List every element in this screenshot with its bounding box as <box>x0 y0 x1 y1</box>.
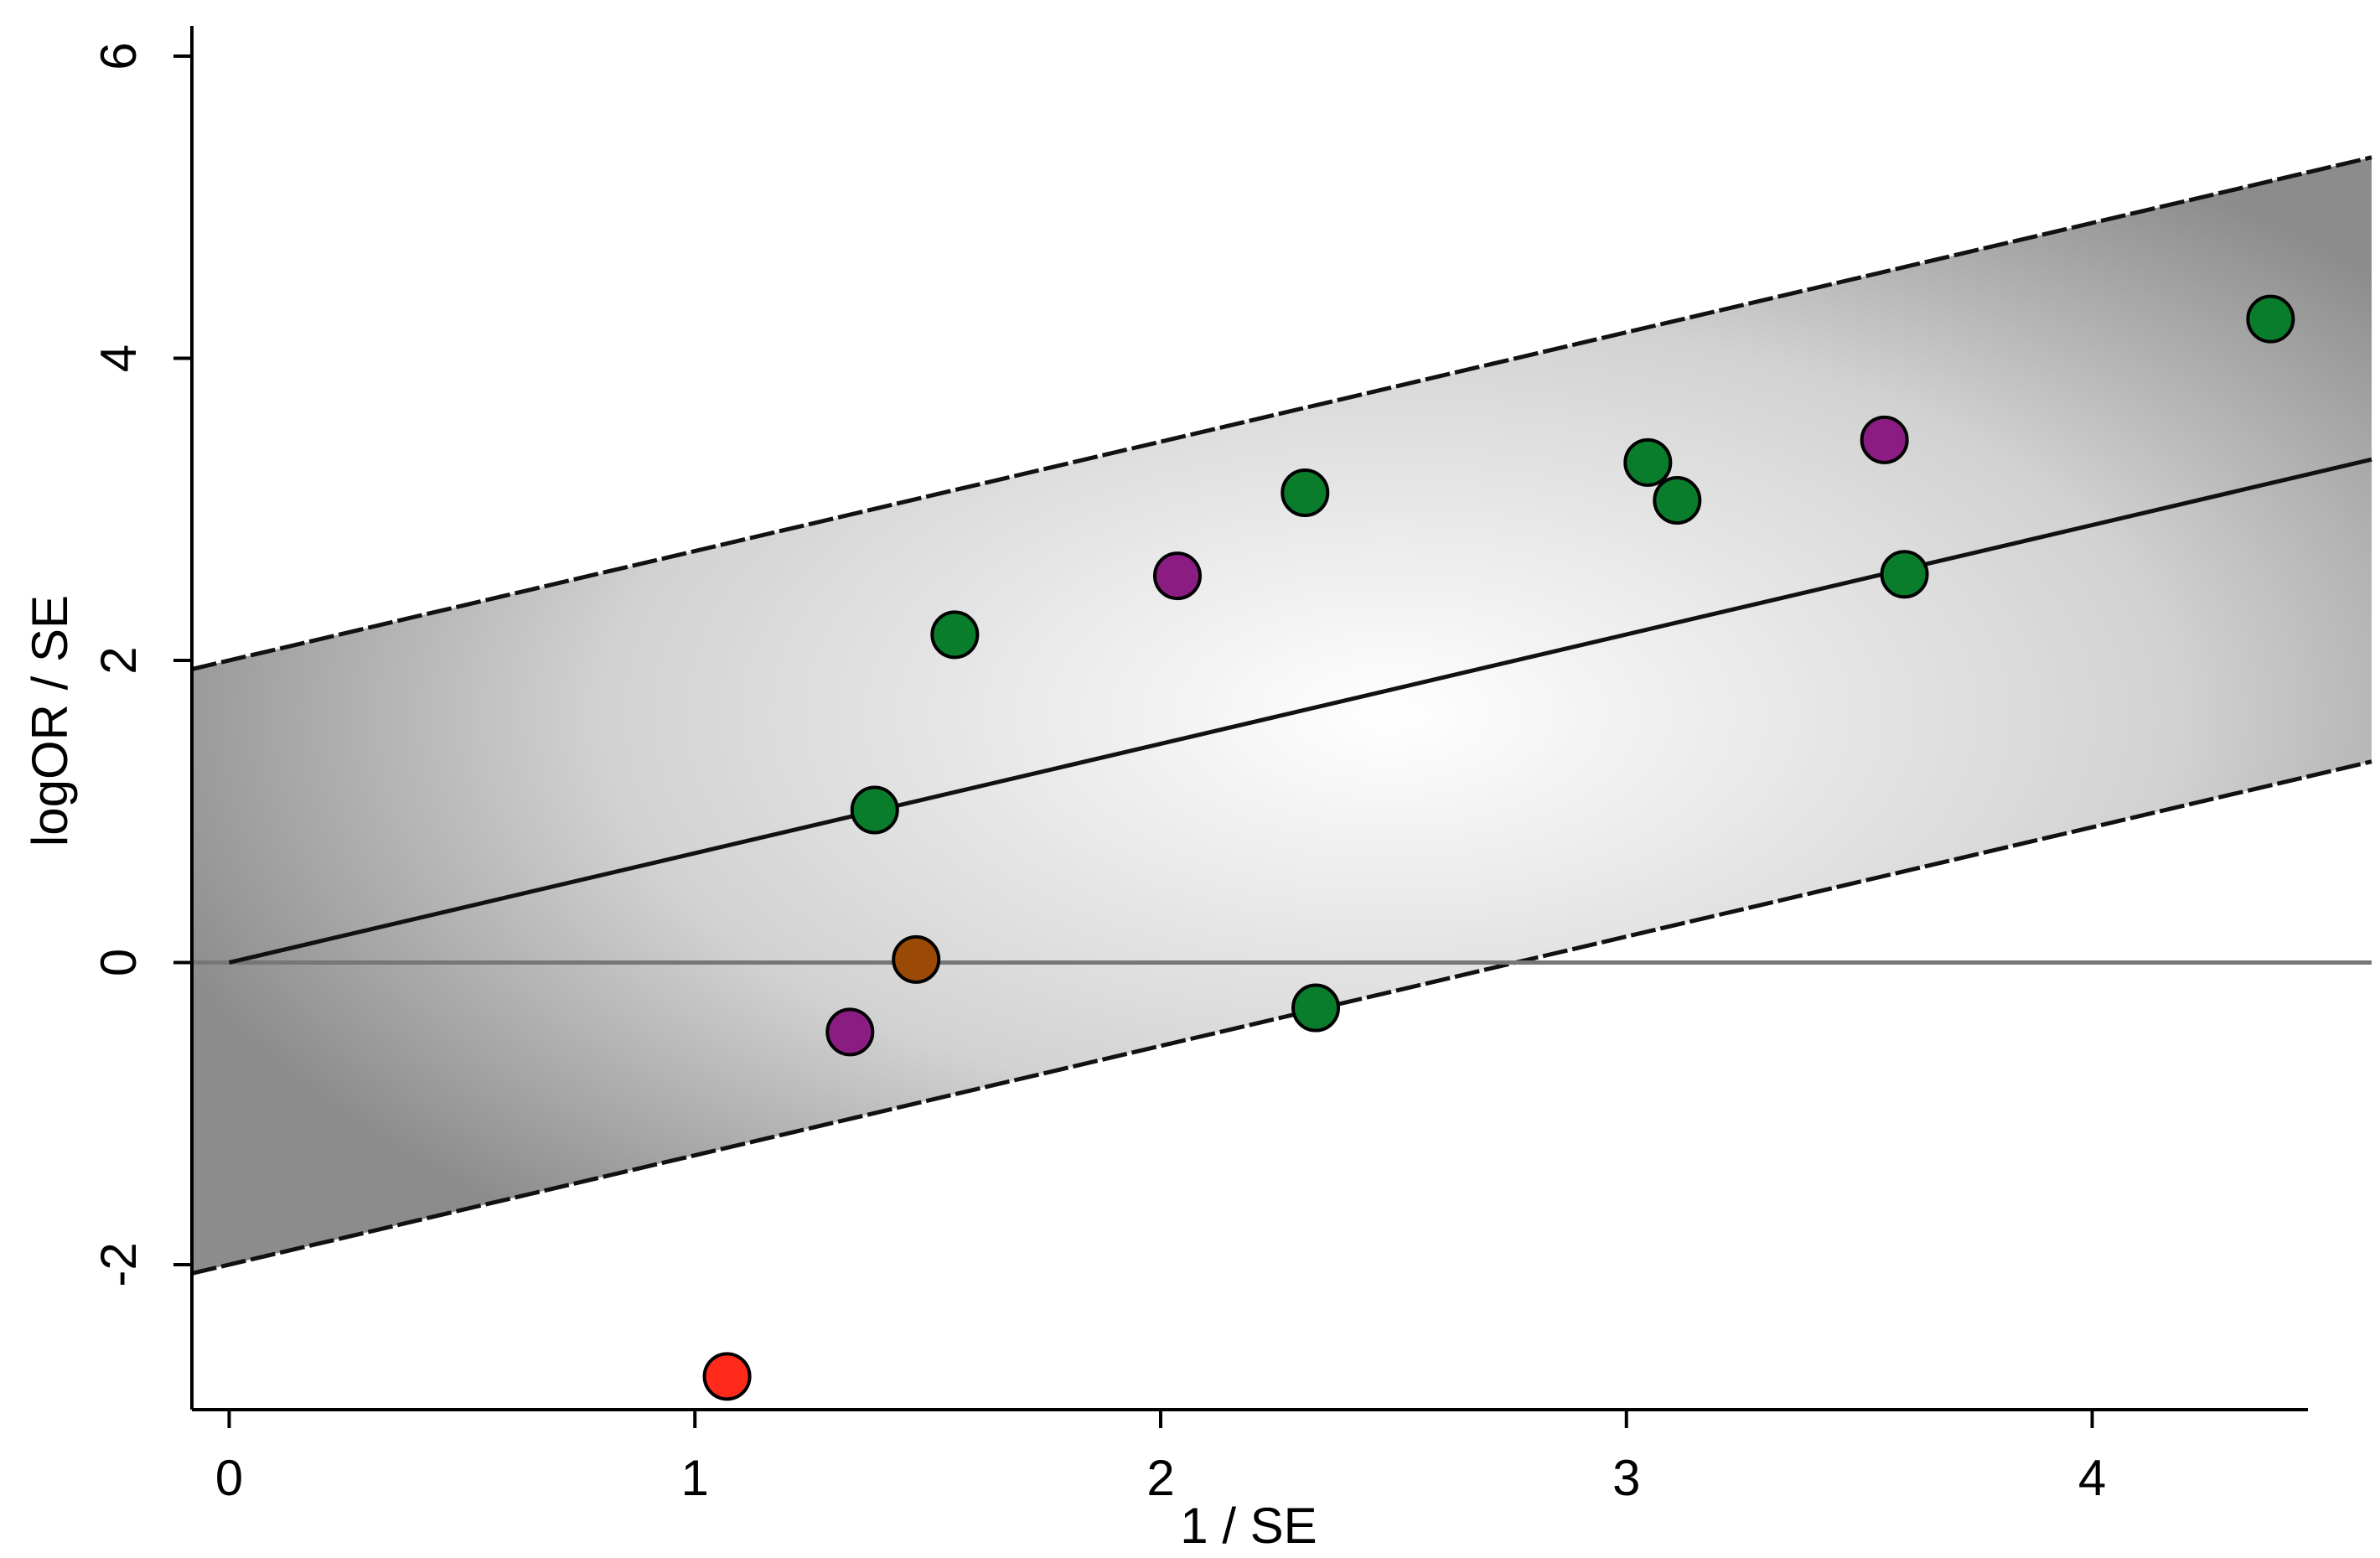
band-edge <box>191 759 2372 1276</box>
data-point <box>930 610 980 660</box>
y-axis-label: logOR / SE <box>22 595 78 846</box>
y-tick-label: -2 <box>91 1242 147 1286</box>
regression-line <box>228 457 2372 965</box>
data-point <box>2246 294 2295 344</box>
x-tick-label: 3 <box>1612 1450 1640 1506</box>
x-axis-label: 1 / SE <box>1180 1498 1317 1554</box>
y-tick-label: 2 <box>91 646 147 674</box>
data-point <box>850 785 899 835</box>
x-tick-label: 2 <box>1146 1450 1174 1506</box>
y-tick-label: 4 <box>91 344 147 372</box>
data-point <box>1291 983 1341 1033</box>
data-point <box>702 1352 752 1401</box>
band-edge <box>191 155 2372 671</box>
x-tick-label: 1 <box>681 1450 709 1506</box>
data-point <box>1860 415 1909 464</box>
data-point <box>1623 437 1673 487</box>
data-point <box>1653 475 1702 525</box>
data-point <box>1153 551 1203 601</box>
data-point <box>1281 468 1330 517</box>
x-tick-label: 4 <box>2078 1450 2106 1506</box>
plot-area: -2 0 2 4 6 0 1 2 3 4 <box>91 26 2372 1506</box>
y-tick-label: 0 <box>91 949 147 976</box>
y-tick-label: 6 <box>91 42 147 70</box>
data-point <box>1880 550 1929 599</box>
data-point <box>892 934 941 984</box>
data-point <box>825 1007 875 1057</box>
x-tick-label: 0 <box>215 1450 243 1506</box>
